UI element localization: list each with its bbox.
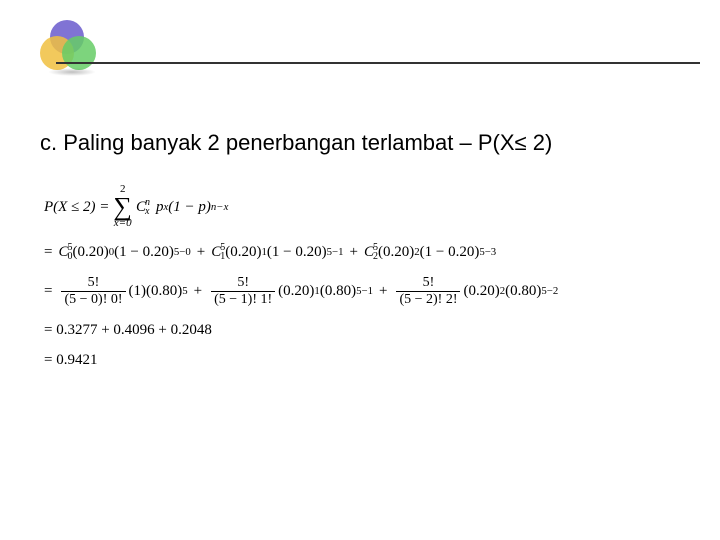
eq3-f3-num: 5! [420,275,438,290]
eq1-q: (1 − p) [168,198,211,216]
slide-content: c. Paling banyak 2 penerbangan terlambat… [0,80,720,369]
eq1-C-supsub: n x [145,198,150,216]
eq2-t1-a: (0.20) [72,243,108,261]
eq3-f1-den: (5 − 0)! 0! [61,292,125,307]
eq1-sum: 2 ∑ x=0 [113,184,132,229]
eq1-lhs: P(X ≤ 2) = [44,198,109,216]
eq3-plus1: + [194,282,202,300]
eq2-t2-b: (1 − 0.20) [267,243,327,261]
eq3-f2-num: 5! [234,275,252,290]
eq2-prefix: = [44,243,52,261]
eq1-C-sub: x [145,207,150,216]
eq3-f1-num: 5! [85,275,103,290]
equation-4: = 0.3277 + 0.4096 + 0.2048 [44,321,680,339]
sigma-icon: ∑ [113,195,132,218]
equation-5: = 0.9421 [44,351,680,369]
eq2-t1-b: (1 − 0.20) [114,243,174,261]
eq2-t2-a: (0.20) [225,243,261,261]
logo-circles [40,20,110,75]
eq3-plus2: + [379,282,387,300]
slide-title: c. Paling banyak 2 penerbangan terlambat… [40,130,680,156]
eq3-f3: 5! (5 − 2)! 2! [396,275,460,307]
eq3-f2-den: (5 − 1)! 1! [211,292,275,307]
eq3-prefix: = [44,282,52,300]
eq2-plus2: + [349,243,357,261]
logo-circle-right [62,36,96,70]
eq3-t2-a: (0.20) [278,282,314,300]
eq3-f2: 5! (5 − 1)! 1! [211,275,275,307]
equation-3: = 5! (5 − 0)! 0! (1)(0.80)5 + 5! (5 − 1)… [44,275,680,307]
eq3-t2-b: (0.80) [320,282,356,300]
slide-header [0,0,720,80]
eq3-f1: 5! (5 − 0)! 0! [61,275,125,307]
equation-1: P(X ≤ 2) = 2 ∑ x=0 C n x px (1 − p)n−x [44,184,680,229]
eq3-t3-a: (0.20) [463,282,499,300]
eq2-t3-a: (0.20) [378,243,414,261]
eq2-plus1: + [197,243,205,261]
eq3-f3-den: (5 − 2)! 2! [396,292,460,307]
eq3-t3-b: (0.80) [505,282,541,300]
eq3-t1-a: (1)(0.80) [129,282,183,300]
eq2-t3-b: (1 − 0.20) [420,243,480,261]
eq1-sum-lower: x=0 [114,218,132,229]
logo-shadow [48,68,96,76]
header-rule [56,62,700,64]
equation-2: = C 5 0 (0.20)0 (1 − 0.20)5−0 + C 5 1 (0… [44,243,680,261]
